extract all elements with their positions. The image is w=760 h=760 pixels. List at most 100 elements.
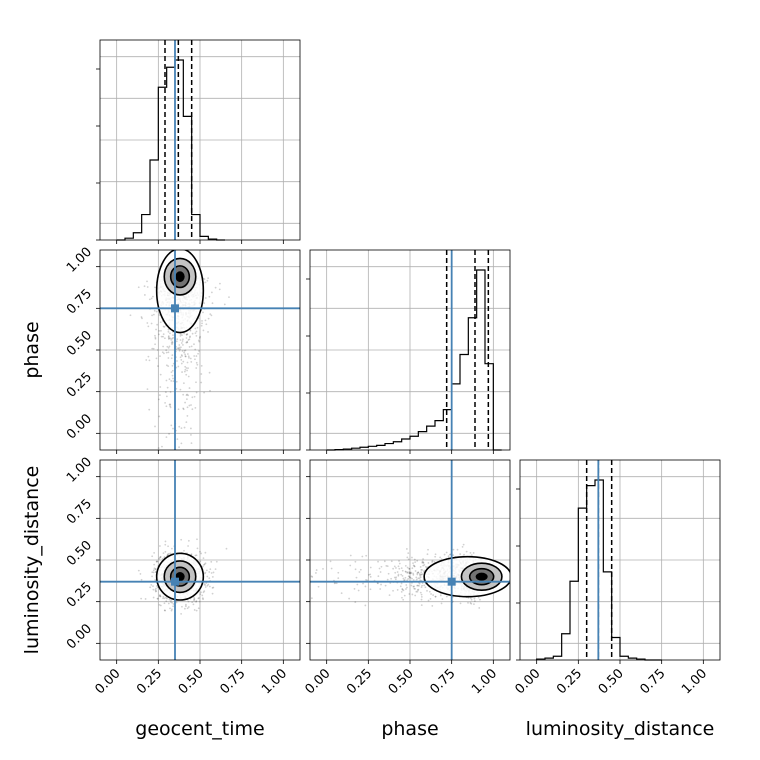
scatter-point bbox=[203, 563, 206, 566]
scatter-point bbox=[440, 558, 443, 561]
scatter-point bbox=[397, 573, 400, 576]
scatter-point bbox=[188, 356, 190, 359]
scatter-point bbox=[335, 582, 338, 585]
scatter-point bbox=[195, 554, 198, 557]
scatter-point bbox=[284, 573, 286, 575]
scatter-point bbox=[177, 408, 180, 411]
scatter-point bbox=[171, 601, 173, 604]
scatter-point bbox=[178, 344, 181, 346]
scatter-point bbox=[369, 575, 372, 578]
scatter-point bbox=[176, 360, 178, 362]
scatter-point bbox=[397, 565, 400, 568]
scatter-point bbox=[202, 598, 204, 601]
scatter-point bbox=[182, 360, 185, 363]
scatter-point bbox=[169, 405, 172, 408]
scatter-point bbox=[155, 587, 157, 590]
scatter-point bbox=[196, 538, 198, 541]
scatter-point bbox=[172, 380, 175, 383]
scatter-point bbox=[469, 597, 472, 600]
scatter-point bbox=[179, 333, 182, 336]
scatter-point bbox=[411, 593, 414, 596]
scatter-point bbox=[185, 337, 188, 339]
scatter-point bbox=[413, 565, 416, 567]
scatter-point bbox=[429, 597, 432, 600]
scatter-point bbox=[154, 334, 156, 337]
scatter-point bbox=[139, 573, 142, 575]
scatter-point bbox=[152, 295, 154, 298]
scatter-point bbox=[148, 408, 151, 411]
scatter-point bbox=[193, 599, 195, 602]
scatter-point bbox=[198, 350, 200, 352]
scatter-point bbox=[190, 442, 193, 445]
scatter-point bbox=[186, 333, 189, 335]
scatter-point bbox=[195, 600, 198, 602]
scatter-point bbox=[162, 345, 165, 348]
scatter-point bbox=[315, 572, 317, 574]
scatter-point bbox=[209, 568, 212, 571]
y-tick-label: 1.00 bbox=[64, 455, 95, 486]
scatter-point bbox=[459, 553, 462, 555]
x-tick-label: 0.75 bbox=[427, 666, 458, 697]
scatter-point bbox=[180, 612, 183, 615]
scatter-point bbox=[420, 598, 423, 601]
scatter-point bbox=[377, 582, 379, 585]
scatter-point bbox=[193, 355, 196, 357]
scatter-point bbox=[379, 571, 382, 573]
scatter-point bbox=[427, 599, 430, 602]
scatter-point bbox=[413, 587, 416, 590]
scatter-point bbox=[165, 379, 168, 382]
histogram-bin bbox=[393, 442, 401, 450]
scatter-point bbox=[154, 590, 157, 593]
scatter-point bbox=[148, 359, 151, 362]
scatter-point bbox=[417, 584, 419, 587]
scatter-point bbox=[168, 432, 170, 435]
scatter-point bbox=[215, 560, 218, 563]
histogram-bin bbox=[578, 508, 586, 660]
scatter-point bbox=[172, 603, 175, 605]
scatter-point bbox=[470, 554, 473, 557]
scatter-point bbox=[154, 571, 157, 574]
scatter-point bbox=[167, 336, 170, 339]
scatter-point bbox=[416, 584, 419, 587]
scatter-point bbox=[160, 335, 163, 338]
scatter-point bbox=[204, 297, 207, 299]
scatter-point bbox=[426, 553, 429, 556]
scatter-point bbox=[196, 326, 199, 329]
scatter-point bbox=[168, 598, 171, 601]
scatter-point bbox=[185, 421, 188, 424]
scatter-point bbox=[182, 408, 185, 411]
scatter-point bbox=[155, 328, 157, 331]
scatter-point bbox=[431, 561, 434, 563]
scatter-point bbox=[186, 340, 189, 343]
scatter-point bbox=[172, 427, 174, 430]
scatter-point bbox=[405, 584, 408, 586]
scatter-point bbox=[416, 589, 419, 592]
histogram-bin bbox=[435, 421, 443, 450]
scatter-point bbox=[172, 336, 175, 339]
scatter-point bbox=[153, 551, 156, 554]
truth-marker bbox=[447, 577, 456, 586]
scatter-point bbox=[181, 371, 183, 373]
scatter-point bbox=[169, 481, 171, 483]
scatter-point bbox=[190, 427, 192, 430]
scatter-point bbox=[189, 329, 192, 332]
scatter-point bbox=[459, 602, 462, 605]
scatter-point bbox=[184, 355, 187, 358]
histogram-bin bbox=[133, 233, 141, 240]
scatter-point bbox=[166, 553, 169, 556]
histogram-bin bbox=[587, 486, 595, 660]
x-tick-label: 0.50 bbox=[176, 666, 207, 697]
scatter-point bbox=[434, 555, 437, 558]
scatter-point bbox=[395, 567, 397, 569]
scatter-point bbox=[369, 588, 372, 591]
x-axis-label-luminosity_distance: luminosity_distance bbox=[526, 718, 715, 740]
scatter-point bbox=[203, 590, 206, 593]
scatter-point bbox=[354, 560, 357, 563]
scatter-point bbox=[178, 349, 181, 352]
scatter-point bbox=[403, 579, 406, 581]
scatter-point bbox=[185, 394, 188, 397]
scatter-point bbox=[406, 571, 409, 574]
scatter-point bbox=[179, 346, 182, 349]
scatter-point bbox=[423, 563, 426, 566]
scatter-point bbox=[170, 379, 173, 382]
